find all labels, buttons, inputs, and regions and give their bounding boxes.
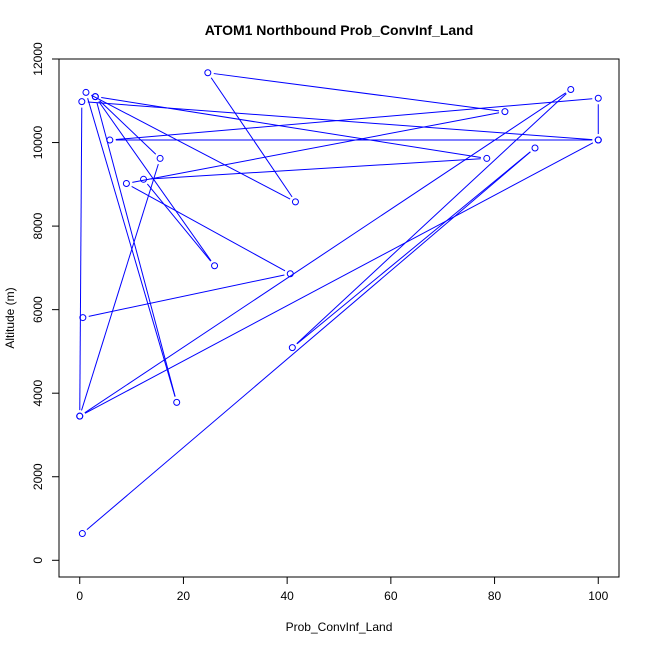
series-line-segment	[88, 274, 285, 317]
data-point	[76, 412, 84, 420]
data-point	[79, 314, 87, 322]
data-point	[78, 530, 86, 538]
x-tick-label: 20	[177, 589, 191, 603]
data-point	[211, 262, 219, 270]
x-tick-label: 80	[488, 589, 502, 603]
x-tick-label: 60	[384, 589, 398, 603]
series-line-segment	[149, 158, 481, 180]
x-axis-label: Prob_ConvInf_Land	[286, 620, 393, 634]
x-tick-label: 40	[280, 589, 294, 603]
data-point	[483, 154, 491, 162]
series-line-segment	[79, 107, 83, 411]
data-point	[594, 94, 602, 102]
series-line-segment	[98, 101, 212, 262]
data-point	[78, 98, 86, 106]
series-line-segment	[84, 142, 594, 414]
series-layer	[76, 69, 602, 538]
data-point	[531, 144, 539, 152]
series-line-segment	[131, 185, 286, 272]
series-line-segment	[213, 73, 500, 112]
series-line-segment	[132, 112, 500, 183]
series-line-segment	[91, 94, 291, 200]
data-point	[82, 88, 90, 96]
series-line-segment	[81, 164, 159, 411]
series-line-segment	[96, 102, 176, 397]
series-line-segment	[99, 100, 157, 155]
series-line-segment	[296, 93, 567, 344]
x-tick-label: 100	[588, 589, 608, 603]
series-line-segment	[86, 151, 531, 531]
chart-title: ATOM1 Northbound Prob_ConvInf_Land	[205, 22, 474, 38]
series-line-segment	[296, 151, 531, 345]
y-axis: 0 2000 4000 6000 8000 10000 12000	[31, 42, 60, 564]
data-point	[106, 136, 114, 144]
y-tick-label: 4000	[31, 380, 45, 407]
data-point	[204, 69, 212, 77]
y-tick-label: 2000	[31, 463, 45, 490]
data-point	[140, 175, 148, 183]
data-point	[122, 179, 130, 187]
y-tick-label: 12000	[31, 42, 45, 76]
x-tick-label: 0	[76, 589, 83, 603]
data-point	[567, 85, 575, 93]
data-point	[288, 344, 296, 352]
y-tick-label: 10000	[31, 126, 45, 160]
data-point	[594, 136, 602, 144]
data-point	[501, 108, 509, 116]
data-point	[286, 270, 294, 278]
x-axis: 0 20 40 60 80 100	[76, 576, 609, 603]
y-tick-label: 8000	[31, 212, 45, 239]
data-point	[91, 93, 99, 101]
y-axis-label: Altitude (m)	[3, 287, 17, 348]
data-point	[156, 154, 164, 162]
series-line-segment	[115, 98, 593, 141]
data-point	[291, 198, 299, 206]
y-tick-label: 6000	[31, 296, 45, 323]
series-line-segment	[87, 98, 176, 397]
series-line-segment	[101, 97, 481, 158]
series-line-segment	[210, 77, 293, 198]
series-line-segment	[146, 183, 212, 262]
data-point	[173, 398, 181, 406]
y-tick-label: 0	[31, 557, 45, 564]
